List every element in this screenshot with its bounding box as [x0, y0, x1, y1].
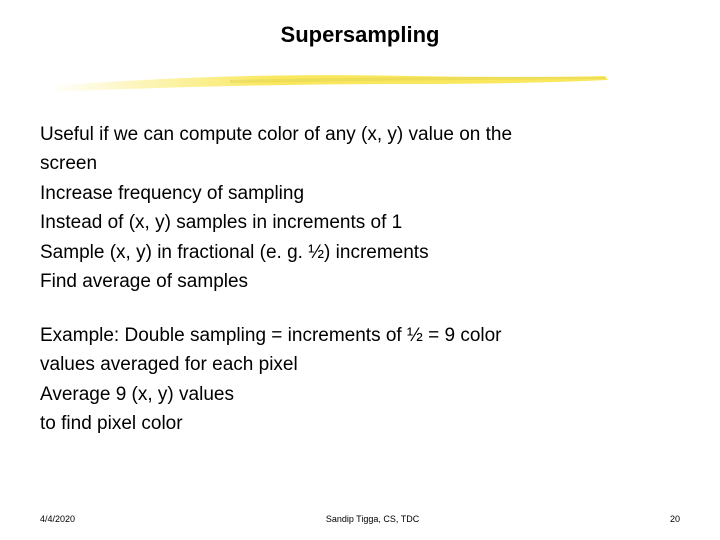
- body-line: to find pixel color: [40, 409, 680, 438]
- body-line: Increase frequency of sampling: [40, 179, 680, 208]
- body-line: screen: [40, 149, 680, 178]
- slide-body: Useful if we can compute color of any (x…: [40, 120, 680, 438]
- body-line: Sample (x, y) in fractional (e. g. ½) in…: [40, 238, 680, 267]
- body-line: Average 9 (x, y) values: [40, 380, 680, 409]
- body-block-2: Example: Double sampling = increments of…: [40, 321, 680, 439]
- body-line: Example: Double sampling = increments of…: [40, 321, 680, 350]
- body-line: Useful if we can compute color of any (x…: [40, 120, 680, 149]
- slide-title: Supersampling: [0, 0, 720, 48]
- body-line: Find average of samples: [40, 267, 680, 296]
- footer-page-number: 20: [670, 514, 680, 524]
- footer-author: Sandip Tigga, CS, TDC: [326, 514, 419, 524]
- paragraph-gap: [40, 297, 680, 321]
- slide-footer: 4/4/2020 Sandip Tigga, CS, TDC 20: [40, 514, 680, 524]
- title-underline-swoosh: [50, 62, 610, 102]
- body-block-1: Useful if we can compute color of any (x…: [40, 120, 680, 297]
- footer-date: 4/4/2020: [40, 514, 75, 524]
- body-line: Instead of (x, y) samples in increments …: [40, 208, 680, 237]
- body-line: values averaged for each pixel: [40, 350, 680, 379]
- slide: Supersampling Useful if we can compute c…: [0, 0, 720, 540]
